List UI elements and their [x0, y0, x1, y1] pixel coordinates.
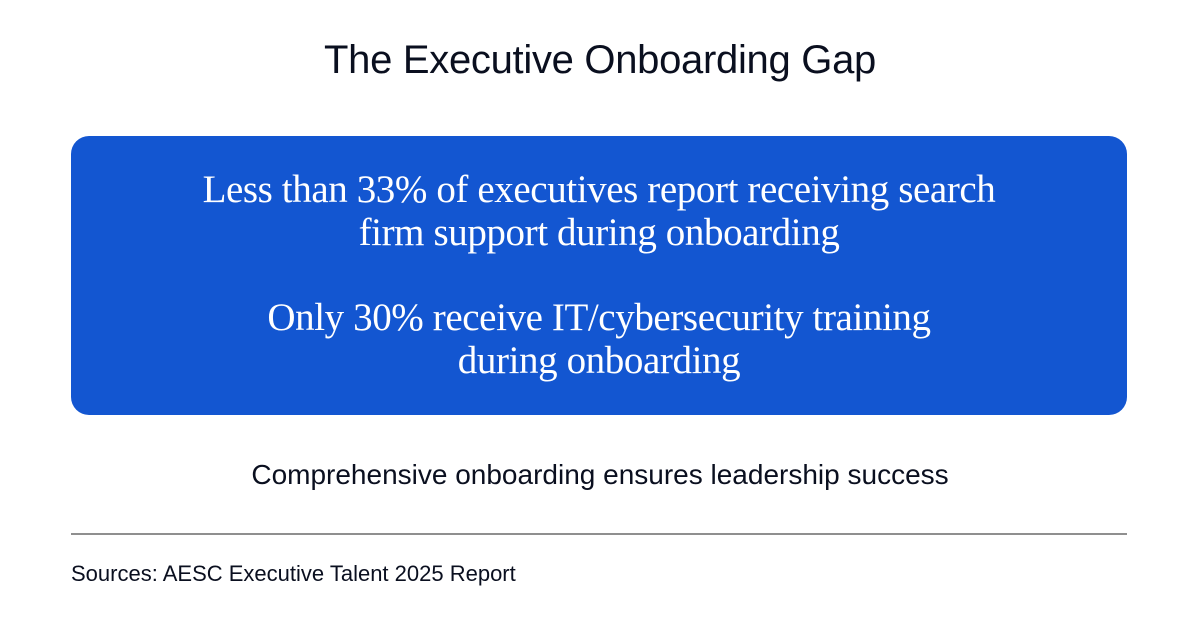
stat-2-line-2: during onboarding: [457, 339, 741, 382]
stat-2-line-1: Only 30% receive IT/cybersecurity traini…: [267, 296, 931, 339]
tagline: Comprehensive onboarding ensures leaders…: [251, 459, 949, 490]
page-title: The Executive Onboarding Gap: [324, 38, 876, 82]
stats-callout-box: Less than 33% of executives report recei…: [71, 136, 1127, 415]
divider: [71, 533, 1127, 535]
stat-1-line-1: Less than 33% of executives report recei…: [202, 168, 996, 211]
sources-note: Sources: AESC Executive Talent 2025 Repo…: [71, 561, 516, 586]
stat-statement-1: Less than 33% of executives report recei…: [71, 168, 1127, 254]
stat-statement-2: Only 30% receive IT/cybersecurity traini…: [71, 296, 1127, 382]
stat-1-line-2: firm support during onboarding: [358, 211, 840, 254]
